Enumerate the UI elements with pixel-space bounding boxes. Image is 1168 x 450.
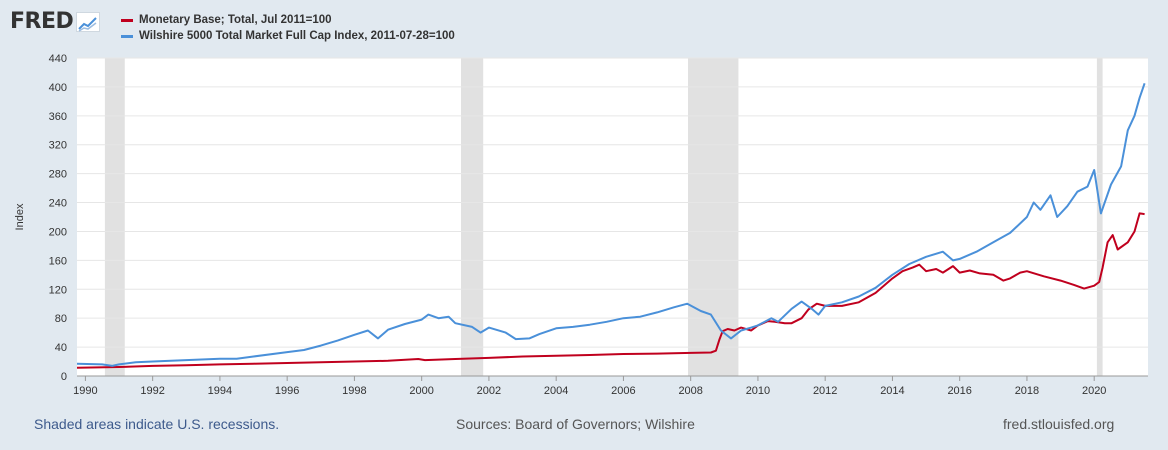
- x-tick-label-2006: 2006: [611, 385, 635, 396]
- legend-item-monetary-base[interactable]: Monetary Base; Total, Jul 2011=100: [121, 12, 455, 28]
- recession-note-link[interactable]: Shaded areas indicate U.S. recessions.: [34, 416, 280, 432]
- series-line-0: [76, 212, 1145, 369]
- y-tick-label-400: 400: [49, 82, 67, 94]
- legend-swatch-monetary-base: [121, 18, 133, 22]
- x-tick-label-1990: 1990: [73, 385, 97, 396]
- plot-background: [77, 58, 1148, 376]
- y-tick-label-120: 120: [49, 284, 67, 296]
- x-tick-label-2016: 2016: [947, 385, 971, 396]
- y-tick-label-280: 280: [49, 169, 67, 181]
- recession-band-1: [461, 58, 484, 376]
- x-tick-label-1996: 1996: [275, 385, 299, 396]
- y-axis-label: Index: [14, 203, 26, 230]
- x-tick-label-2002: 2002: [477, 385, 501, 396]
- fred-logo[interactable]: FRED: [10, 9, 101, 34]
- x-tick-label-1998: 1998: [342, 385, 366, 396]
- y-tick-label-200: 200: [49, 226, 67, 238]
- chart-line-icon: [76, 11, 101, 32]
- chart-header: FRED Monetary Base; Total, Jul 2011=100 …: [0, 0, 1168, 50]
- y-tick-label-160: 160: [49, 255, 67, 267]
- y-tick-label-80: 80: [55, 313, 67, 325]
- x-tick-label-2014: 2014: [880, 385, 904, 396]
- line-chart[interactable]: 0 40 80 120 160 200 240 280 320 360 400 440 1990 1992…: [0, 50, 1168, 397]
- chart-legend: Monetary Base; Total, Jul 2011=100 Wilsh…: [121, 12, 455, 44]
- site-link[interactable]: fred.stlouisfed.org: [1003, 416, 1115, 432]
- series-line-1: [76, 82, 1146, 367]
- y-tick-label-440: 440: [49, 53, 67, 65]
- chart-area: 0 40 80 120 160 200 240 280 320 360 400 440 1990 1992…: [0, 50, 1168, 401]
- x-tick-label-2004: 2004: [544, 385, 568, 396]
- chart-footer: Shaded areas indicate U.S. recessions. S…: [0, 416, 1168, 436]
- y-tick-label-0: 0: [61, 371, 67, 383]
- recession-band-2: [687, 58, 739, 376]
- legend-label-monetary-base: Monetary Base; Total, Jul 2011=100: [139, 14, 332, 26]
- legend-swatch-wilshire: [121, 34, 133, 38]
- recession-band-3: [1096, 58, 1103, 376]
- x-tick-label-2008: 2008: [678, 385, 702, 396]
- x-tick-label-1994: 1994: [208, 385, 232, 396]
- legend-label-wilshire: Wilshire 5000 Total Market Full Cap Inde…: [139, 30, 455, 42]
- x-tick-label-2012: 2012: [813, 385, 837, 396]
- x-tick-label-1992: 1992: [140, 385, 164, 396]
- y-tick-label-40: 40: [55, 342, 67, 354]
- x-tick-label-2010: 2010: [746, 385, 770, 396]
- y-tick-label-360: 360: [49, 111, 67, 123]
- recession-band-0: [104, 58, 125, 376]
- y-tick-label-240: 240: [49, 198, 67, 210]
- x-tick-label-2018: 2018: [1015, 385, 1039, 396]
- x-tick-label-2000: 2000: [409, 385, 433, 396]
- sources-text: Sources: Board of Governors; Wilshire: [456, 416, 695, 432]
- fred-logo-text: FRED: [10, 9, 74, 34]
- x-tick-label-2020: 2020: [1082, 385, 1106, 396]
- legend-item-wilshire[interactable]: Wilshire 5000 Total Market Full Cap Inde…: [121, 28, 455, 44]
- y-tick-label-320: 320: [49, 140, 67, 152]
